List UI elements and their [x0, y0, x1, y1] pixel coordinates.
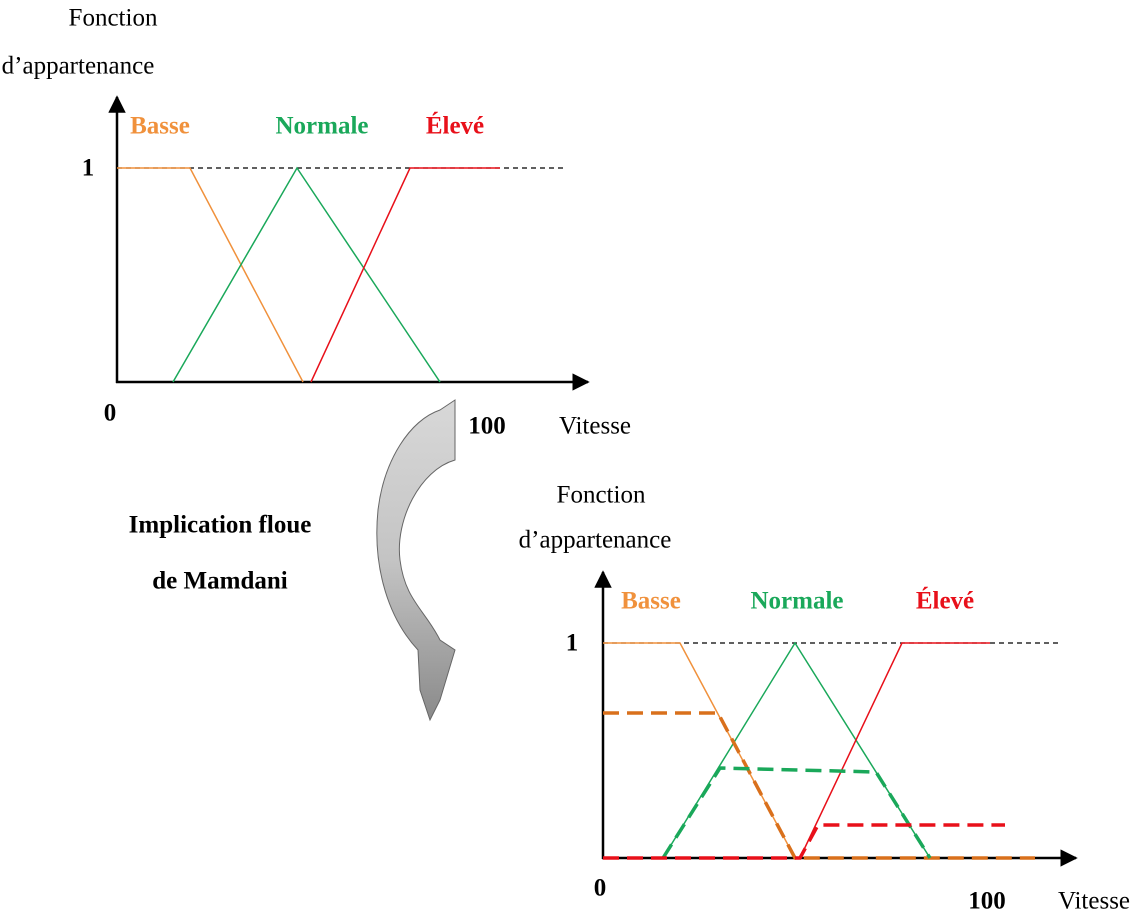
basse-curve	[603, 642, 796, 859]
basse-curve	[117, 167, 304, 383]
x-label: Vitesse	[1058, 888, 1130, 915]
caption: de Mamdani	[152, 568, 287, 595]
y-label: d’appartenance	[519, 527, 672, 554]
legend-basse: Basse	[130, 113, 190, 140]
normale-implied	[661, 766, 932, 859]
normale-curve	[172, 166, 441, 383]
caption: Implication floue	[129, 512, 312, 539]
x-max: 100	[468, 413, 506, 440]
arrow	[376, 399, 456, 722]
normale-curve	[662, 641, 931, 859]
y-label: Fonction	[557, 482, 646, 509]
bottom-chart: Fonction d’appartenance Basse Normale Él…	[519, 482, 1130, 915]
legend-normale: Normale	[750, 588, 843, 615]
x-min: 0	[594, 875, 607, 902]
eleve-curve	[310, 167, 500, 383]
y-label: d’appartenance	[2, 53, 155, 80]
eleve-implied	[603, 823, 1005, 860]
top-chart: Fonction d’appartenance Basse Normale Él…	[2, 5, 631, 440]
x-max: 100	[968, 888, 1006, 915]
y-label: Fonction	[69, 5, 158, 32]
y-tick: 1	[82, 155, 95, 182]
y-tick: 1	[566, 630, 579, 657]
eleve-curve	[799, 642, 990, 859]
x-label: Vitesse	[559, 413, 631, 440]
x-min: 0	[104, 400, 117, 427]
legend-eleve: Élevé	[426, 112, 484, 140]
legend-normale: Normale	[275, 113, 368, 140]
legend-basse: Basse	[621, 588, 681, 615]
legend-eleve: Élevé	[916, 587, 974, 615]
basse-implied	[603, 711, 1035, 860]
